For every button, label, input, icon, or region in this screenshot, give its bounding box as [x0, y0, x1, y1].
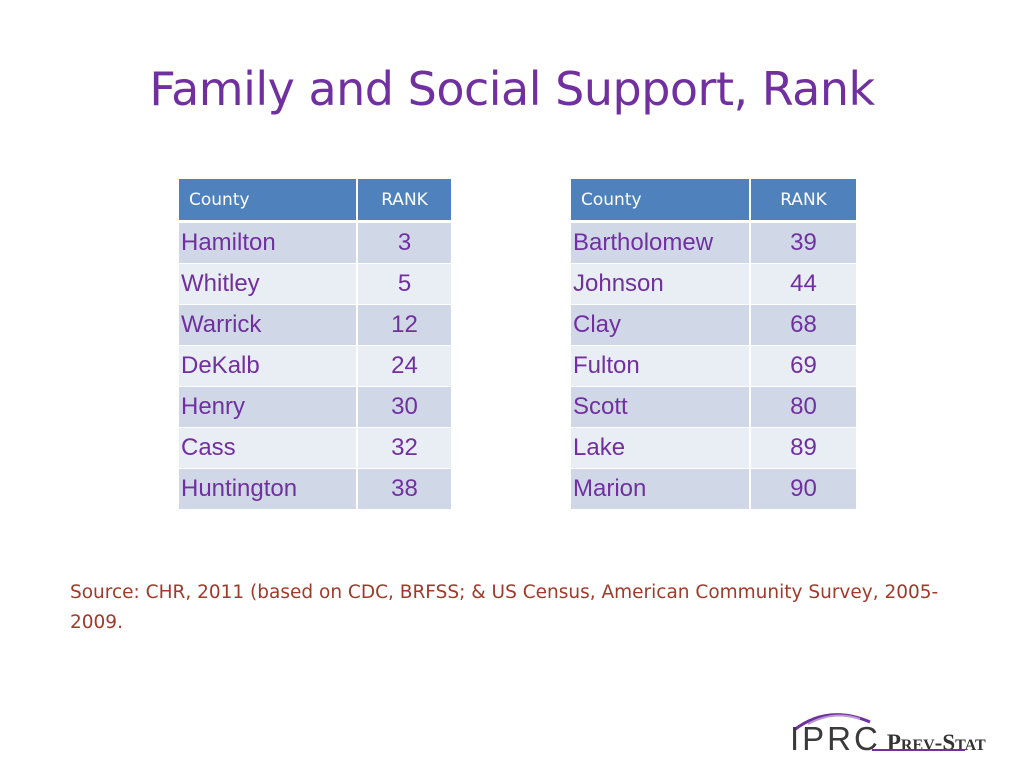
table-row: Scott 80: [571, 386, 856, 428]
rank-cell: 44: [750, 263, 856, 305]
table-row: Whitley 5: [179, 263, 451, 305]
table-row: Marion 90: [571, 468, 856, 510]
iprc-prev-stat-logo: IPRC Prev-Stat: [790, 708, 986, 758]
rank-cell: 32: [357, 427, 451, 469]
table-row: Warrick 12: [179, 304, 451, 346]
table-row: Hamilton 3: [179, 221, 451, 264]
rank-cell: 39: [750, 221, 856, 264]
rank-cell: 89: [750, 427, 856, 469]
logo-org-name: IPRC: [790, 720, 881, 757]
county-cell: Cass: [179, 427, 358, 469]
table-row: Fulton 69: [571, 345, 856, 387]
county-column-header: County: [179, 179, 358, 223]
county-cell: Hamilton: [179, 221, 358, 264]
county-cell: Bartholomew: [571, 221, 751, 264]
county-cell: Huntington: [179, 468, 358, 510]
rank-table-left: County RANK Hamilton 3 Whitley 5 Warrick…: [179, 179, 451, 510]
table-row: Lake 89: [571, 427, 856, 469]
logo-arc-icon: [793, 713, 871, 732]
county-cell: Whitley: [179, 263, 358, 305]
county-cell: Fulton: [571, 345, 751, 387]
slide-title: Family and Social Support, Rank: [149, 62, 875, 116]
rank-cell: 30: [357, 386, 451, 428]
county-cell: Warrick: [179, 304, 358, 346]
county-cell: Scott: [571, 386, 751, 428]
rank-cell: 12: [357, 304, 451, 346]
table-row: Henry 30: [179, 386, 451, 428]
table-header-row: County RANK: [571, 179, 856, 223]
rank-cell: 24: [357, 345, 451, 387]
rank-cell: 5: [357, 263, 451, 305]
county-cell: DeKalb: [179, 345, 358, 387]
table-row: Clay 68: [571, 304, 856, 346]
table-header-row: County RANK: [179, 179, 451, 223]
table-row: Huntington 38: [179, 468, 451, 510]
county-cell: Marion: [571, 468, 751, 510]
rank-cell: 3: [357, 221, 451, 264]
rank-column-header: RANK: [357, 179, 451, 223]
rank-cell: 69: [750, 345, 856, 387]
source-note: Source: CHR, 2011 (based on CDC, BRFSS; …: [70, 582, 939, 633]
county-cell: Johnson: [571, 263, 751, 305]
logo-underline: [872, 749, 965, 751]
table-row: Cass 32: [179, 427, 451, 469]
county-cell: Henry: [179, 386, 358, 428]
rank-cell: 38: [357, 468, 451, 510]
table-row: Johnson 44: [571, 263, 856, 305]
table-row: Bartholomew 39: [571, 221, 856, 264]
rank-table-right: County RANK Bartholomew 39 Johnson 44 Cl…: [571, 179, 856, 510]
county-cell: Clay: [571, 304, 751, 346]
county-column-header: County: [571, 179, 751, 223]
rank-column-header: RANK: [750, 179, 856, 223]
rank-cell: 90: [750, 468, 856, 510]
county-cell: Lake: [571, 427, 751, 469]
rank-cell: 80: [750, 386, 856, 428]
table-row: DeKalb 24: [179, 345, 451, 387]
logo-product-name: Prev-Stat: [886, 730, 986, 755]
rank-cell: 68: [750, 304, 856, 346]
